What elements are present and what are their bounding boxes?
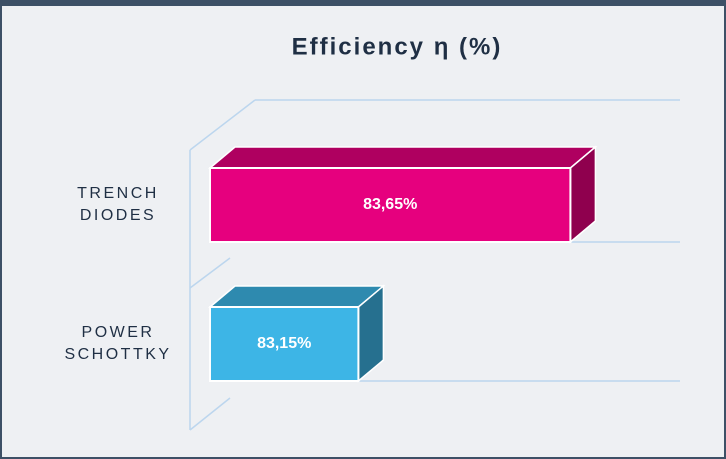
bar-top — [207, 285, 386, 308]
chart-walls — [189, 99, 680, 431]
category-label: POWER SCHOTTKY — [64, 324, 172, 363]
category-label: TRENCH DIODES — [77, 185, 159, 224]
bar — [209, 306, 360, 382]
bar — [209, 167, 572, 243]
bar-top — [207, 146, 598, 169]
value-label: 83,65% — [363, 196, 417, 213]
chart-title: Efficiency η (%) — [292, 33, 503, 60]
value-label: 83,15% — [257, 335, 311, 352]
